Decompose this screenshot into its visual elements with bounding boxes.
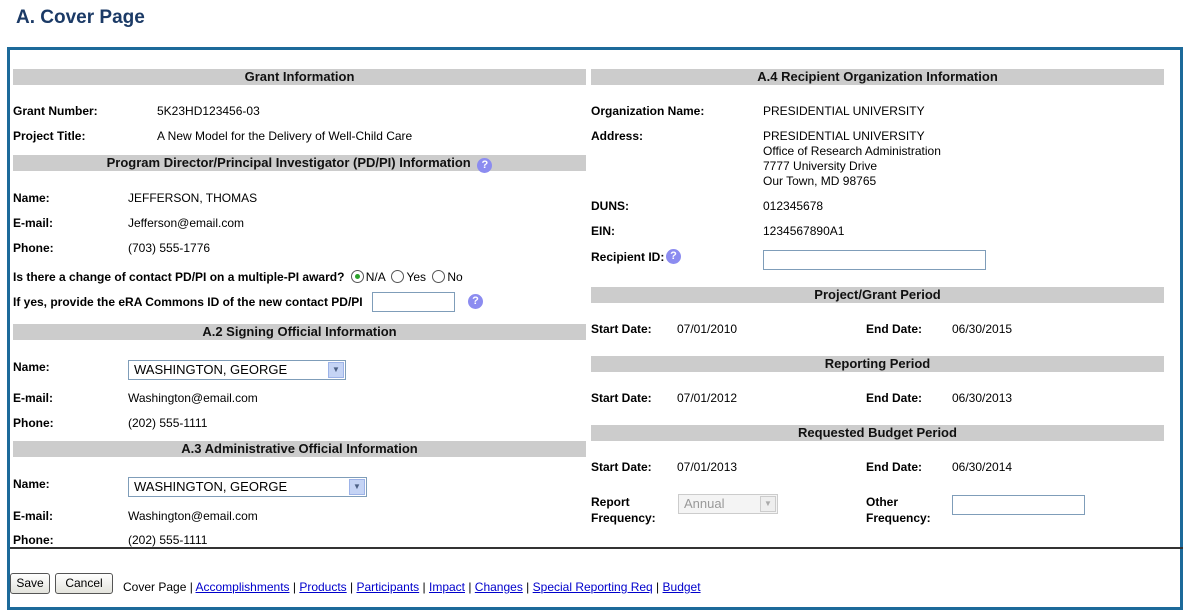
recipient-org-header: A.4 Recipient Organization Information <box>591 69 1164 85</box>
radio-yes[interactable] <box>391 270 405 283</box>
admin-phone: (202) 555-1111 <box>128 533 208 547</box>
budget-end-label: End Date: <box>866 460 923 474</box>
nav-link-accomplishments[interactable]: Accomplishments <box>195 580 290 594</box>
pdpi-email: Jefferson@email.com <box>128 216 245 230</box>
change-pdpi-label: Is there a change of contact PD/PI on a … <box>13 270 345 284</box>
signing-name-label: Name: <box>13 360 50 374</box>
pdpi-header: Program Director/Principal Investigator … <box>13 155 586 173</box>
address: PRESIDENTIAL UNIVERSITY Office of Resear… <box>763 129 941 189</box>
address-label: Address: <box>591 129 644 143</box>
admin-name-label: Name: <box>13 477 50 491</box>
section-nav: Cover Page | Accomplishments | Products … <box>123 580 701 594</box>
reporting-period-header: Reporting Period <box>591 356 1164 372</box>
project-title: A New Model for the Delivery of Well-Chi… <box>157 129 413 143</box>
reporting-start: 07/01/2012 <box>677 391 738 405</box>
nav-link-products[interactable]: Products <box>299 580 347 594</box>
grant-number: 5K23HD123456-03 <box>157 104 260 118</box>
nav-link-participants[interactable]: Participants <box>356 580 420 594</box>
report-frequency-label-line: Frequency: <box>591 511 656 525</box>
pdpi-phone-label: Phone: <box>13 241 54 255</box>
signing-official-value: WASHINGTON, GEORGE <box>134 362 288 377</box>
radio-no-label: No <box>447 270 463 284</box>
grant-number-label: Grant Number: <box>13 104 98 118</box>
duns-label: DUNS: <box>591 199 629 213</box>
help-icon[interactable]: ? <box>468 294 483 309</box>
help-icon[interactable]: ? <box>666 249 681 264</box>
admin-email: Washington@email.com <box>128 509 258 523</box>
project-end: 06/30/2015 <box>952 322 1013 336</box>
signing-phone: (202) 555-1111 <box>128 416 208 430</box>
reporting-end-label: End Date: <box>866 391 923 405</box>
org-name: PRESIDENTIAL UNIVERSITY <box>763 104 925 118</box>
budget-end: 06/30/2014 <box>952 460 1013 474</box>
nav-current-cover-page: Cover Page <box>123 580 187 594</box>
save-button[interactable]: Save <box>10 573 50 594</box>
change-pdpi-question: Is there a change of contact PD/PI on a … <box>13 270 463 284</box>
reporting-end: 06/30/2013 <box>952 391 1013 405</box>
era-id-input[interactable] <box>372 292 455 312</box>
nav-link-special-reporting[interactable]: Special Reporting Req <box>532 580 653 594</box>
chevron-down-icon: ▼ <box>760 496 776 512</box>
budget-start-label: Start Date: <box>591 460 652 474</box>
radio-no[interactable] <box>432 270 446 283</box>
budget-period-header: Requested Budget Period <box>591 425 1164 441</box>
other-frequency-label-line: Frequency: <box>866 511 931 525</box>
other-frequency-input[interactable] <box>952 495 1085 515</box>
chevron-down-icon: ▼ <box>349 479 365 495</box>
ein-label: EIN: <box>591 224 615 238</box>
project-end-label: End Date: <box>866 322 923 336</box>
admin-official-header: A.3 Administrative Official Information <box>13 441 586 457</box>
org-name-label: Organization Name: <box>591 104 705 118</box>
signing-phone-label: Phone: <box>13 416 54 430</box>
admin-official-value: WASHINGTON, GEORGE <box>134 479 288 494</box>
signing-email-label: E-mail: <box>13 391 54 405</box>
project-period-header: Project/Grant Period <box>591 287 1164 303</box>
cancel-button[interactable]: Cancel <box>55 573 113 594</box>
nav-link-impact[interactable]: Impact <box>428 580 465 594</box>
project-title-label: Project Title: <box>13 129 86 143</box>
pdpi-phone: (703) 555-1776 <box>128 241 211 255</box>
chevron-down-icon: ▼ <box>328 362 344 378</box>
report-frequency-label: Report Frequency: <box>591 494 656 526</box>
project-start: 07/01/2010 <box>677 322 738 336</box>
nav-link-budget[interactable]: Budget <box>662 580 701 594</box>
address-line: PRESIDENTIAL UNIVERSITY <box>763 129 925 143</box>
admin-phone-label: Phone: <box>13 533 54 547</box>
ein: 1234567890A1 <box>763 224 845 238</box>
duns: 012345678 <box>763 199 824 213</box>
address-line: Our Town, MD 98765 <box>763 174 877 188</box>
radio-na[interactable] <box>350 270 364 283</box>
page-title: A. Cover Page <box>16 7 145 28</box>
address-line: 7777 University Drive <box>763 159 878 173</box>
address-line: Office of Research Administration <box>763 144 941 158</box>
admin-official-select[interactable]: WASHINGTON, GEORGE ▼ <box>128 477 367 497</box>
admin-email-label: E-mail: <box>13 509 54 523</box>
report-frequency-value: Annual <box>684 496 725 511</box>
pdpi-email-label: E-mail: <box>13 216 54 230</box>
radio-na-label: N/A <box>365 270 386 284</box>
era-id-label: If yes, provide the eRA Commons ID of th… <box>13 295 363 309</box>
recipient-id-input[interactable] <box>763 250 986 270</box>
radio-yes-label: Yes <box>406 270 427 284</box>
grant-info-header: Grant Information <box>13 69 586 85</box>
budget-start: 07/01/2013 <box>677 460 738 474</box>
pdpi-name-label: Name: <box>13 191 50 205</box>
help-icon[interactable]: ? <box>477 158 493 173</box>
signing-email: Washington@email.com <box>128 391 258 405</box>
report-frequency-select[interactable]: Annual ▼ <box>678 494 778 514</box>
project-start-label: Start Date: <box>591 322 652 336</box>
other-frequency-label: Other Frequency: <box>866 494 931 526</box>
recipient-id-label: Recipient ID: <box>591 250 665 264</box>
divider <box>10 547 1183 549</box>
pdpi-name: JEFFERSON, THOMAS <box>128 191 258 205</box>
signing-official-header: A.2 Signing Official Information <box>13 324 586 340</box>
cover-page-panel <box>7 47 1183 610</box>
pdpi-header-text: Program Director/Principal Investigator … <box>106 155 471 170</box>
reporting-start-label: Start Date: <box>591 391 652 405</box>
other-frequency-label-line: Other <box>866 495 899 509</box>
signing-official-select[interactable]: WASHINGTON, GEORGE ▼ <box>128 360 346 380</box>
nav-link-changes[interactable]: Changes <box>474 580 523 594</box>
report-frequency-label-line: Report <box>591 495 630 509</box>
